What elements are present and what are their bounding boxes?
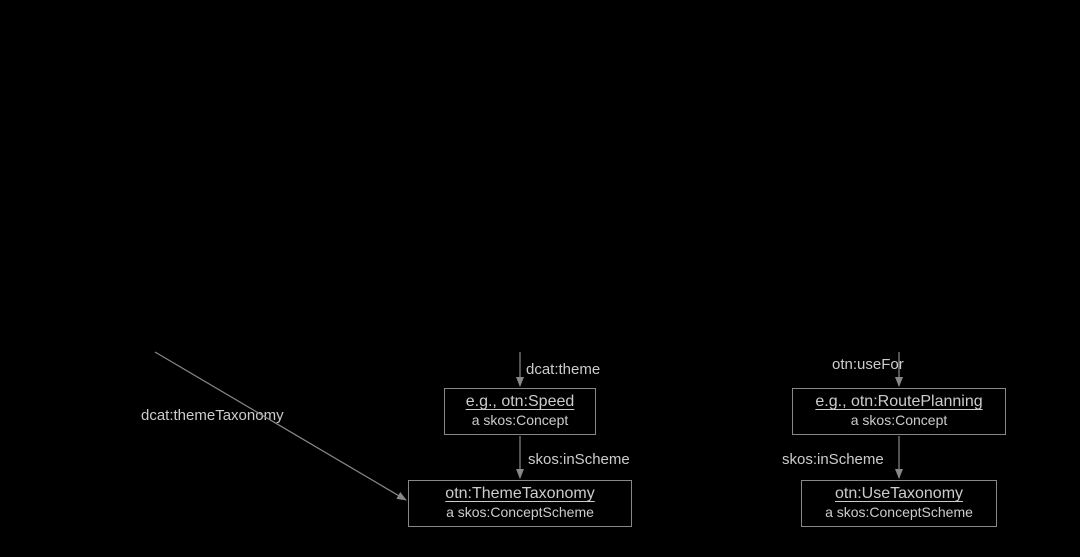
node-speed-title: e.g., otn:Speed bbox=[455, 393, 585, 411]
edges-overlay bbox=[0, 0, 1080, 557]
node-route-planning-subtitle: a skos:Concept bbox=[803, 412, 995, 428]
node-use-taxonomy: otn:UseTaxonomy a skos:ConceptScheme bbox=[801, 480, 997, 527]
node-theme-taxonomy-title: otn:ThemeTaxonomy bbox=[419, 485, 621, 503]
edge-label-skos-inscheme-2: skos:inScheme bbox=[782, 451, 884, 468]
node-use-taxonomy-title: otn:UseTaxonomy bbox=[812, 485, 986, 503]
node-use-taxonomy-subtitle: a skos:ConceptScheme bbox=[812, 504, 986, 520]
edge-label-skos-inscheme-1: skos:inScheme bbox=[528, 451, 630, 468]
node-theme-taxonomy-subtitle: a skos:ConceptScheme bbox=[419, 504, 621, 520]
edge-dcat-theme-taxonomy bbox=[155, 352, 406, 500]
edge-label-dcat-theme: dcat:theme bbox=[526, 361, 600, 378]
node-route-planning-title: e.g., otn:RoutePlanning bbox=[803, 393, 995, 411]
node-route-planning: e.g., otn:RoutePlanning a skos:Concept bbox=[792, 388, 1006, 435]
edge-label-dcat-theme-taxonomy: dcat:themeTaxonomy bbox=[141, 407, 284, 424]
node-theme-taxonomy: otn:ThemeTaxonomy a skos:ConceptScheme bbox=[408, 480, 632, 527]
node-speed-subtitle: a skos:Concept bbox=[455, 412, 585, 428]
node-speed: e.g., otn:Speed a skos:Concept bbox=[444, 388, 596, 435]
edge-label-otn-usefor: otn:useFor bbox=[832, 356, 904, 373]
